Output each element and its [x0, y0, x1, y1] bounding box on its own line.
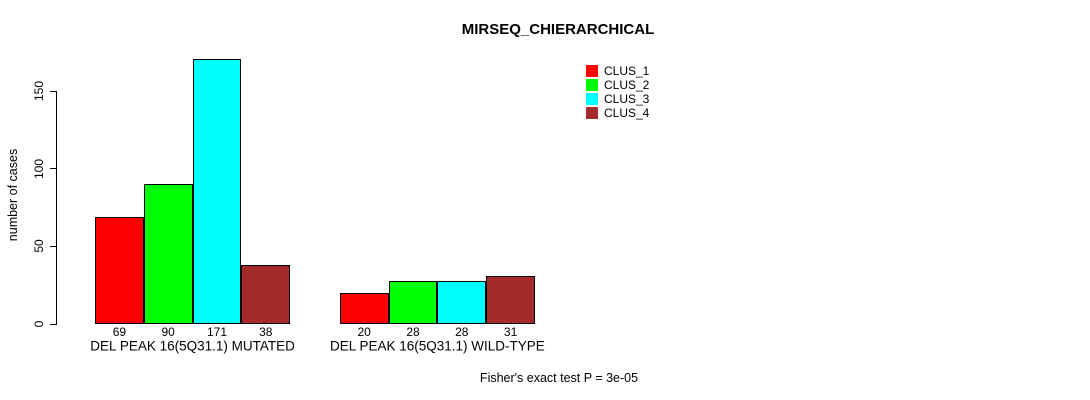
legend-label-clus_2: CLUS_2 [604, 78, 650, 92]
y-axis-tick [50, 168, 57, 170]
y-axis-tick-label: 0 [32, 320, 46, 328]
legend-label-clus_4: CLUS_4 [604, 106, 650, 120]
bar-value-label: 28 [406, 324, 420, 339]
y-axis-line [56, 91, 57, 324]
legend-swatch-clus_3 [586, 93, 598, 105]
bar-value-label: 20 [357, 324, 371, 339]
bar-clus_2-group2 [388, 280, 438, 324]
legend-label-clus_1: CLUS_1 [604, 64, 650, 78]
y-axis-tick [50, 90, 57, 92]
bar-clus_4-group2 [486, 275, 535, 324]
y-axis-tick-label: 50 [32, 239, 46, 254]
bar-value-label: 28 [455, 324, 469, 339]
legend-swatch-clus_4 [586, 107, 598, 119]
bar-clus_4-group1 [241, 265, 291, 324]
bar-clus_3-group1 [192, 58, 242, 324]
y-axis-title: number of cases [6, 148, 20, 242]
bar-clus_2-group1 [143, 184, 193, 324]
y-axis-tick [50, 245, 57, 247]
bar-value-label: 90 [161, 324, 175, 339]
bar-clus_1-group1 [95, 216, 144, 324]
legend-label-clus_3: CLUS_3 [604, 92, 650, 106]
y-axis-tick [50, 323, 57, 325]
legend-swatch-clus_2 [586, 79, 598, 91]
bar-value-label: 38 [259, 324, 273, 339]
legend-swatch-clus_1 [586, 65, 598, 77]
category-label-group1: DEL PEAK 16(5Q31.1) MUTATED [90, 338, 295, 354]
bar-value-label: 31 [503, 324, 518, 339]
fisher-test-annotation: Fisher's exact test P = 3e-05 [479, 371, 639, 385]
y-axis-tick-label: 100 [32, 158, 46, 179]
bar-clus_3-group2 [437, 280, 487, 324]
y-axis-tick-label: 150 [32, 81, 46, 102]
bar-clus_1-group2 [339, 292, 389, 324]
bar-value-label: 171 [206, 324, 228, 339]
chart-title: MIRSEQ_CHIERARCHICAL [461, 21, 655, 38]
category-label-group2: DEL PEAK 16(5Q31.1) WILD-TYPE [329, 338, 545, 354]
bar-value-label: 69 [112, 324, 127, 339]
